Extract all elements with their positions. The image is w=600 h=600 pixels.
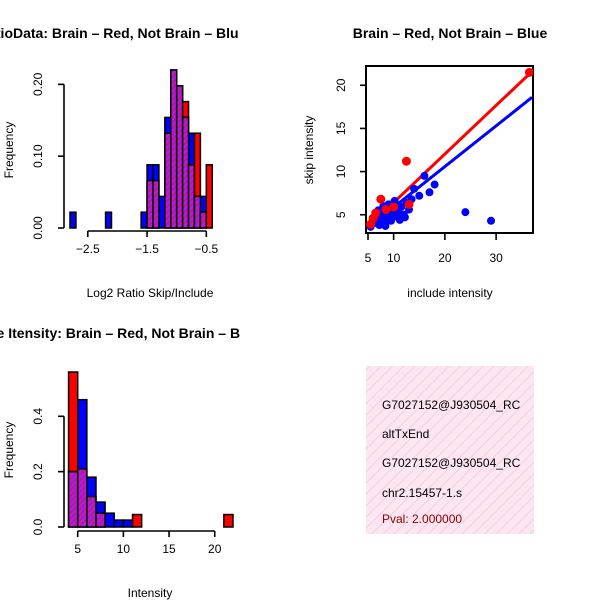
intensity-scatter-ylabel: skip intensity <box>302 116 316 185</box>
brain-hatch-bar <box>181 116 190 229</box>
info-line-2: altTxEnd <box>382 427 429 441</box>
y-tick-label: 0.4 <box>31 408 45 425</box>
not-brain-bar <box>140 211 148 229</box>
x-tick-label: 10 <box>117 542 131 556</box>
intensity-scatter-xlabel: include intensity <box>407 286 492 300</box>
intensity-scatter-title: Brain – Red, Not Brain – Blue <box>353 25 548 41</box>
brain-bar <box>205 164 214 229</box>
info-line-1: G7027152@J930504_RC <box>382 398 521 412</box>
y-tick-label: 20 <box>334 78 348 92</box>
x-tick-label: −1.5 <box>135 242 159 256</box>
not-brain-bar <box>122 519 134 528</box>
brain-hatch-bar <box>146 179 154 229</box>
brain-bar <box>131 513 143 528</box>
info-panel-background <box>366 366 534 534</box>
brain-bar <box>223 513 234 528</box>
brain-point <box>389 202 399 212</box>
brain-hatch-bar <box>193 195 202 229</box>
ratio-histogram-xlabel: Log2 Ratio Skip/Include <box>87 286 214 300</box>
info-panel: G7027152@J930504_RC altTxEnd G7027152@J9… <box>366 366 534 534</box>
x-tick-label: −0.5 <box>194 242 218 256</box>
y-tick-label: 15 <box>334 121 348 135</box>
not-brain-point <box>461 208 470 217</box>
not-brain-point <box>430 180 439 189</box>
not-brain-point <box>425 188 434 197</box>
not-brain-bar <box>104 512 115 528</box>
brain-point <box>404 199 414 209</box>
info-line-4: chr2.15457-1.s <box>382 486 462 500</box>
intensity-scatter-panel: Brain – Red, Not Brain – Blue 5 10 20 30 5 10… <box>302 25 547 300</box>
brain-hatch-bar <box>76 468 88 528</box>
brain-bar <box>181 100 190 119</box>
brain-point <box>401 156 411 166</box>
brain-point <box>381 205 391 215</box>
info-line-3: G7027152@J930504_RC <box>382 456 521 470</box>
intensity-scatter-axes: 5 10 20 30 5 10 15 20 <box>334 78 503 265</box>
ratio-histogram-panel: RatioData: Brain – Red, Not Brain – Blu … <box>0 25 239 300</box>
not-brain-point <box>415 191 424 200</box>
brain-point <box>524 67 533 77</box>
x-tick-label: 15 <box>162 542 176 556</box>
not-brain-point <box>381 221 390 230</box>
y-tick-label: 0.00 <box>31 216 45 240</box>
brain-hatch-bar <box>187 164 196 229</box>
gene-intensity-xlabel: Intensity <box>128 586 173 600</box>
y-tick-label: 0.10 <box>31 144 45 168</box>
gene-intensity-histogram-panel: ne Itensity: Brain – Red, Not Brain – B … <box>0 325 240 600</box>
intensity-scatter-plot-box <box>365 65 534 234</box>
y-tick-label: 0.0 <box>31 518 45 535</box>
not-brain-point <box>410 184 419 193</box>
brain-hatch-bar <box>199 211 208 229</box>
brain-hatch-bar <box>152 179 160 229</box>
brain-hatch-bar <box>170 69 178 229</box>
gene-intensity-histogram-title: ne Itensity: Brain – Red, Not Brain – B <box>0 325 240 341</box>
not-brain-bar <box>69 211 77 229</box>
ratio-histogram-title: RatioData: Brain – Red, Not Brain – Blu <box>0 25 239 41</box>
info-pval: Pval: 2.000000 <box>382 512 462 526</box>
brain-bar <box>67 371 79 473</box>
x-tick-label: 5 <box>365 251 372 265</box>
y-tick-label: 10 <box>334 165 348 179</box>
y-tick-label: 5 <box>334 211 348 218</box>
ratio-histogram-ylabel: Frequency <box>2 122 16 179</box>
x-tick-label: 10 <box>387 251 401 265</box>
x-tick-label: 20 <box>438 251 452 265</box>
not-brain-bar <box>113 519 125 528</box>
brain-hatch-bar <box>164 132 172 229</box>
x-tick-label: 30 <box>489 251 503 265</box>
y-tick-label: 0.20 <box>31 72 45 96</box>
not-brain-bar <box>158 195 166 229</box>
gene-intensity-ylabel: Frequency <box>2 422 16 479</box>
intensity-scatter-not-brain-points <box>366 171 495 231</box>
x-tick-label: −2.5 <box>76 242 100 256</box>
brain-hatch-bar <box>67 470 79 528</box>
brain-point <box>371 208 381 218</box>
x-tick-label: 20 <box>208 542 222 556</box>
gene-intensity-brain-bars <box>67 371 234 528</box>
not-brain-point <box>420 171 429 180</box>
brain-hatch-bar <box>175 85 184 229</box>
y-tick-label: 0.2 <box>31 463 45 480</box>
not-brain-point <box>487 216 495 225</box>
ratio-histogram-axes: −2.5 −1.5 −0.5 0.00 0.10 0.20 <box>31 72 218 256</box>
brain-hatch-bar <box>95 512 106 528</box>
gene-intensity-axes: 5 10 15 20 0.0 0.2 0.4 <box>31 408 222 556</box>
brain-point <box>376 194 386 204</box>
brain-hatch-bar <box>86 495 97 528</box>
not-brain-point <box>400 213 409 222</box>
ratio-histogram-brain-bars <box>146 69 214 229</box>
not-brain-bar <box>104 211 113 229</box>
intensity-scatter-plot-area <box>366 67 533 231</box>
brain-bar <box>193 132 202 198</box>
x-tick-label: 5 <box>74 542 81 556</box>
intensity-scatter-brain-points <box>366 67 533 229</box>
